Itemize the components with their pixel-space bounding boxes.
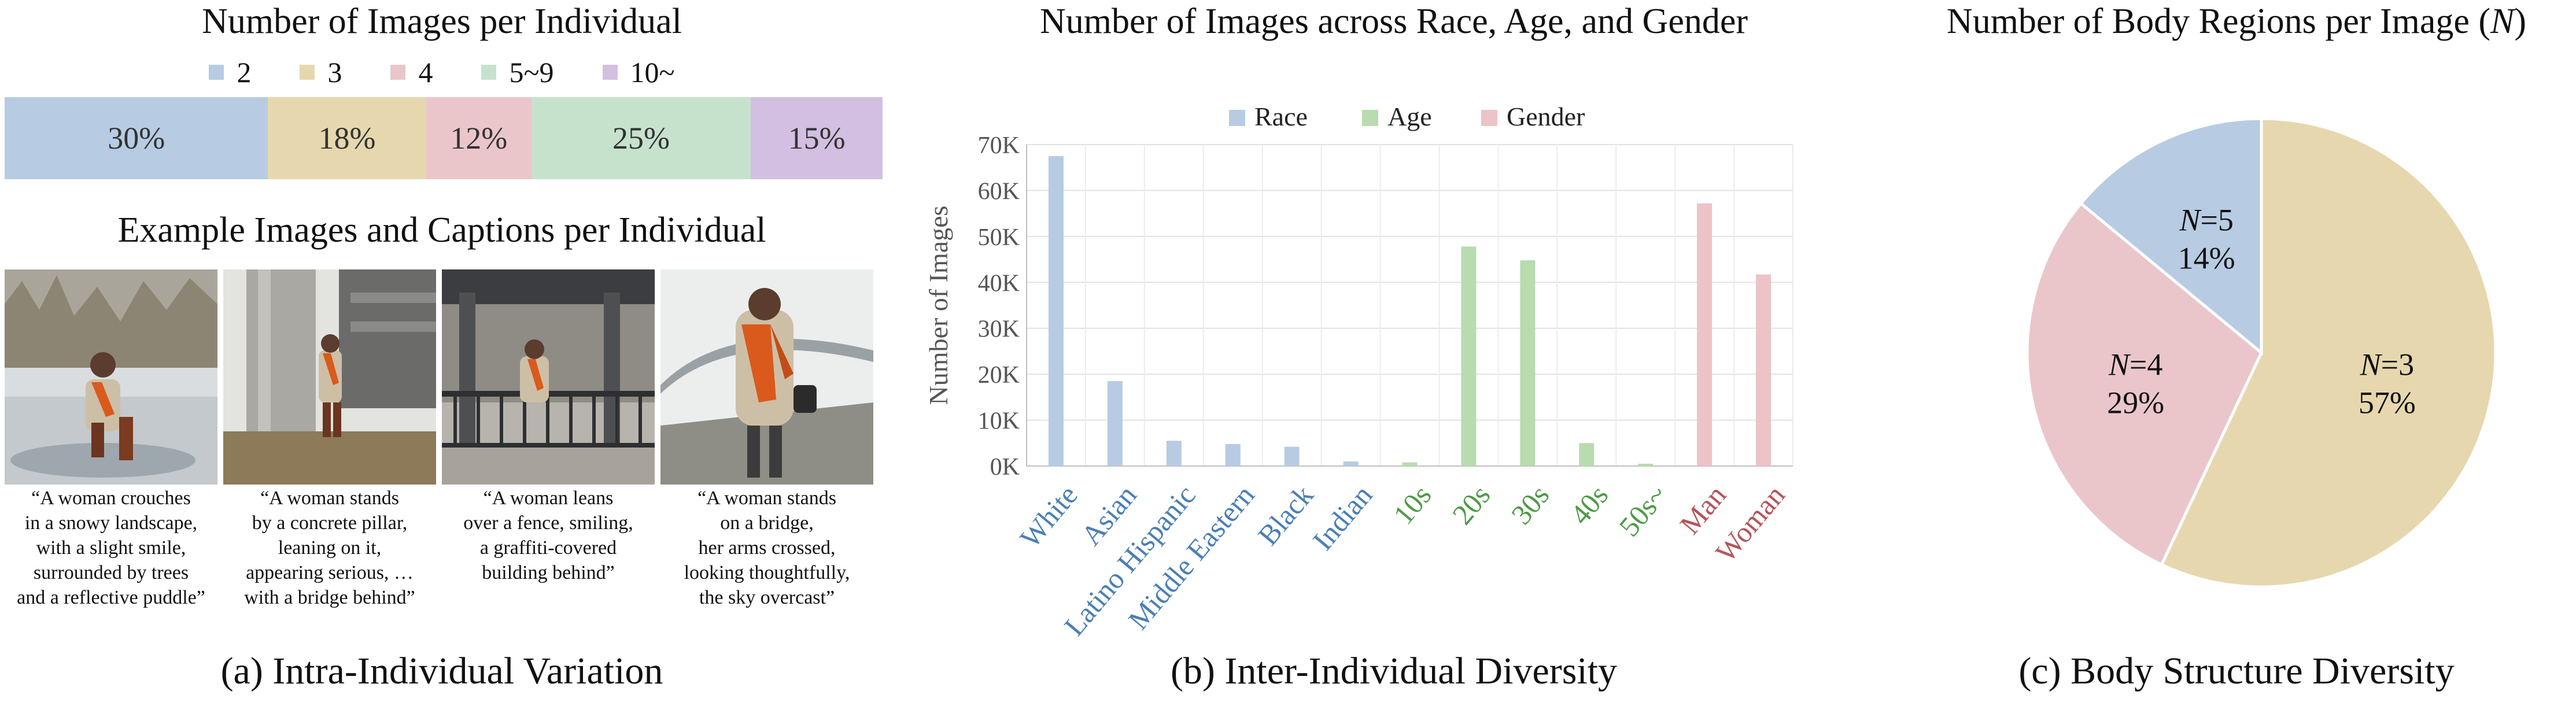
caption-quote-1: “A woman crouches in a snowy landscape, …: [17, 487, 205, 608]
x-tick-label: 30s: [1505, 479, 1556, 530]
pie-slice-N=3: [2160, 117, 2497, 589]
caption-quote-4: “A woman stands on a bridge, her arms cr…: [684, 487, 850, 608]
panel-c-figure-label: (c) Body Structure Diversity: [2018, 650, 2455, 692]
panel-c-title-var: N: [2490, 2, 2515, 41]
x-tick-label: Indian: [1307, 479, 1379, 556]
pie-slice-label: N=3: [2360, 348, 2414, 382]
stacked-bar-segment-3: 18%: [268, 97, 426, 179]
legend-item-4: 10~: [602, 56, 675, 89]
legend-swatch: [1481, 110, 1497, 126]
demographics-bar-chart: 0K 10K 20K 30K 40K 50K 60K 70K Number of Images R…: [925, 102, 1793, 642]
example-photo-bridge: [660, 269, 873, 485]
pie-slice-eq: =3: [2381, 348, 2414, 382]
pie-slice-percent: 14%: [2178, 241, 2235, 275]
pie-slice-eq: =4: [2130, 348, 2162, 382]
pie-slice-var: N: [2108, 348, 2131, 382]
caption-quote-3: “A woman leans over a fence, smiling, a …: [463, 487, 633, 583]
bar-Asian: [1107, 381, 1123, 466]
stacked-bar-segment-2: 30%: [5, 97, 268, 179]
example-photo-pillar: [223, 269, 436, 485]
stacked-bar-segment-10~: 15%: [751, 97, 883, 179]
pie-slice-N=5: [2079, 117, 2263, 356]
pie-slice-N=4: [2025, 201, 2264, 567]
y-tick-label: 30K: [978, 316, 1020, 343]
x-tick-label: 50s~: [1612, 479, 1673, 542]
y-tick-label: 50K: [978, 224, 1020, 251]
legend-label: Race: [1254, 102, 1308, 131]
legend-label: 10~: [630, 56, 675, 88]
panel-a-legend: 2 3 4 5~9 10~: [0, 56, 884, 89]
legend-label: 3: [327, 56, 342, 88]
legend-label: 2: [237, 56, 252, 88]
stacked-bar-segment-5~9: 25%: [531, 97, 751, 179]
panel-c-title: Number of Body Regions per Image (N): [1897, 1, 2576, 42]
bar-Black: [1284, 446, 1300, 466]
y-tick-label: 40K: [978, 270, 1020, 297]
bar-20s: [1461, 246, 1477, 466]
panel-c-title-main: Number of Body Regions per Image (: [1946, 2, 2491, 41]
legend-item-3: 5~9: [481, 56, 554, 89]
bar-White: [1048, 156, 1064, 466]
bar-50s~: [1638, 464, 1654, 466]
example-photo-snow: [5, 269, 217, 485]
pie-slice-eq: =5: [2200, 202, 2233, 237]
bar-Man: [1697, 203, 1713, 466]
example-photo-fence: [442, 269, 655, 485]
bar-40s: [1579, 443, 1595, 466]
stacked-bar-segment-4: 12%: [426, 97, 532, 179]
legend-swatch: [390, 65, 406, 80]
body-regions-pie-chart: N=357%N=429%N=514%: [2025, 117, 2497, 589]
bar-Latino Hispanic: [1166, 441, 1182, 466]
x-tick-label: 10s: [1387, 479, 1438, 530]
legend-item-2: 4: [390, 56, 433, 89]
bar-Middle Eastern: [1225, 443, 1241, 466]
legend-item-0: 2: [209, 56, 251, 89]
legend-label: 4: [418, 56, 433, 88]
x-tick-label: 20s: [1446, 479, 1497, 530]
legend-swatch: [1362, 110, 1378, 126]
y-tick-label: 20K: [978, 362, 1020, 389]
x-tick-label: 40s: [1564, 479, 1615, 530]
pie-slice-var: N: [2179, 202, 2202, 237]
stacked-bar: 30% 18% 12% 25% 15%: [5, 97, 883, 179]
pie-slice-percent: 29%: [2107, 386, 2164, 420]
pie-slice-var: N: [2360, 348, 2383, 382]
panel-b-title: Number of Images across Race, Age, and G…: [1039, 2, 1748, 41]
legend-label: 5~9: [509, 56, 554, 88]
y-axis-label: Number of Images: [925, 206, 953, 405]
x-tick-label: Black: [1252, 479, 1320, 551]
bar-Indian: [1343, 461, 1359, 466]
panel-b-figure-label: (b) Inter-Individual Diversity: [1170, 650, 1618, 692]
panel-c-title-end: ): [2514, 2, 2527, 41]
bar-Woman: [1756, 274, 1772, 466]
panel-a-subtitle: Example Images and Captions per Individu…: [117, 210, 766, 250]
y-tick-label: 70K: [978, 132, 1020, 159]
panel-a-title: Number of Images per Individual: [202, 2, 682, 41]
legend-swatch: [481, 65, 497, 80]
legend-swatch: [602, 65, 618, 80]
x-tick-label: White: [1014, 479, 1084, 554]
y-tick-label: 60K: [978, 178, 1020, 205]
legend-label: Gender: [1507, 102, 1585, 131]
pie-slice-label: N=5: [2179, 202, 2234, 237]
panel-a-figure-label: (a) Intra-Individual Variation: [220, 650, 663, 692]
legend-swatch: [300, 65, 315, 80]
legend-swatch: [209, 65, 224, 80]
y-tick-label: 0K: [990, 454, 1020, 480]
legend-swatch: [1229, 110, 1245, 126]
pie-slice-label: N=4: [2108, 348, 2163, 382]
y-tick-label: 10K: [978, 408, 1020, 435]
bar-10s: [1402, 462, 1418, 466]
legend-label: Age: [1387, 102, 1432, 131]
bar-30s: [1520, 260, 1536, 466]
caption-quote-2: “A woman stands by a concrete pillar, le…: [244, 487, 415, 608]
legend-item-1: 3: [300, 56, 342, 89]
pie-slice-percent: 57%: [2359, 386, 2416, 420]
